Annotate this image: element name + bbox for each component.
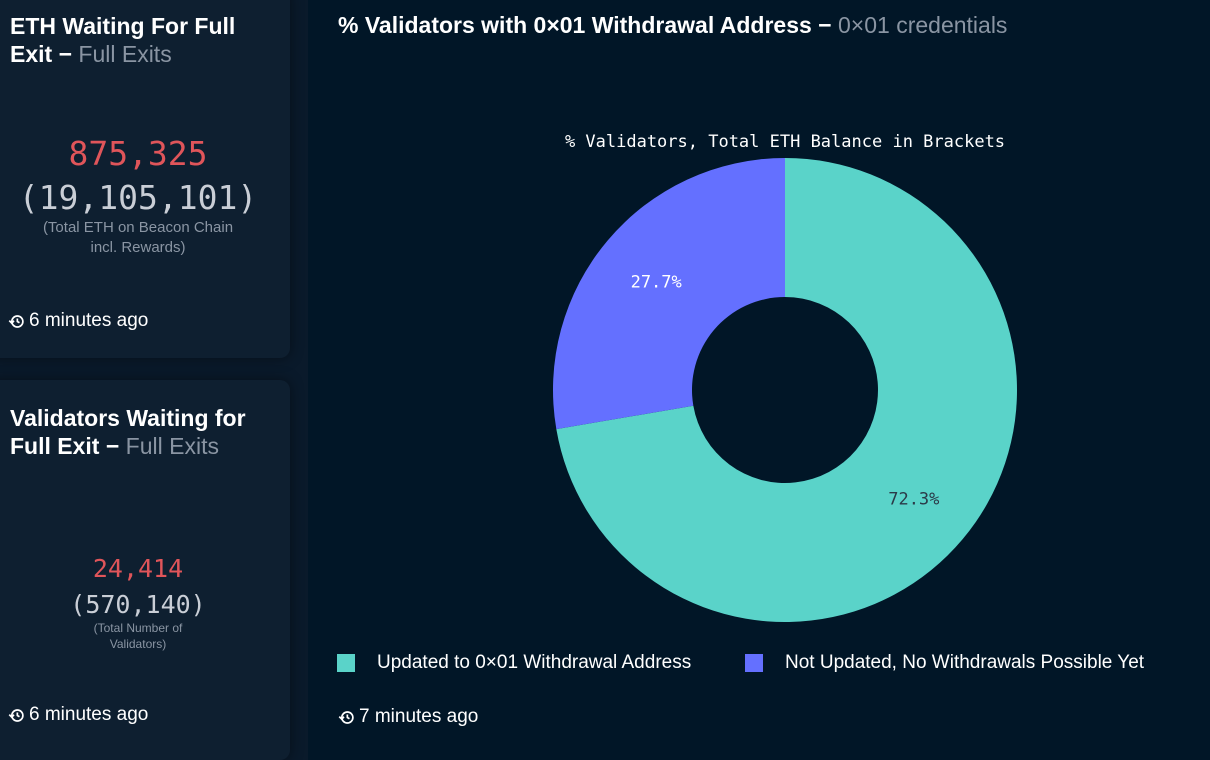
history-icon <box>8 708 24 722</box>
donut-slice-not-updated[interactable] <box>552 158 785 430</box>
title-separator: − <box>105 433 120 459</box>
eth-card-title-text: ETH Waiting For Full Exit <box>10 13 236 67</box>
eth-waiting-card: ETH Waiting For Full Exit − Full Exits 8… <box>0 0 290 358</box>
validators-waiting-card: Validators Waiting for Full Exit − Full … <box>0 380 290 760</box>
history-icon <box>338 710 354 724</box>
legend-swatch-updated <box>337 654 355 672</box>
withdrawal-chart-card: % Validators with 0×01 Withdrawal Addres… <box>308 0 1210 760</box>
validators-updated-text: 6 minutes ago <box>29 704 149 725</box>
title-separator: − <box>58 41 73 67</box>
validator-card-title: Validators Waiting for Full Exit − Full … <box>10 404 250 460</box>
chart-updated: 7 minutes ago <box>338 706 478 728</box>
eth-total-value: (19,105,101) <box>18 178 258 217</box>
title-separator: − <box>818 12 832 38</box>
legend-item-not-updated[interactable]: Not Updated, No Withdrawals Possible Yet <box>745 652 1144 674</box>
legend-item-updated[interactable]: Updated to 0×01 Withdrawal Address <box>337 652 691 674</box>
validators-total-note: (Total Number of Validators) <box>93 621 183 651</box>
validator-card-subtitle: Full Exits <box>125 433 219 459</box>
slice-label-not-updated: 27.7% <box>631 272 682 292</box>
eth-card-subtitle: Full Exits <box>78 41 172 67</box>
legend-label-not-updated: Not Updated, No Withdrawals Possible Yet <box>785 652 1145 673</box>
eth-waiting-value: 875,325 <box>68 134 208 173</box>
validators-total-value: (570,140) <box>70 590 206 619</box>
legend-label-updated: Updated to 0×01 Withdrawal Address <box>377 652 692 673</box>
eth-updated: 6 minutes ago <box>8 310 148 332</box>
chart-card-subtitle: 0×01 credentials <box>838 12 1008 38</box>
chart-updated-text: 7 minutes ago <box>359 706 479 727</box>
validator-card-title-text: Validators Waiting for Full Exit <box>10 405 246 459</box>
eth-updated-text: 6 minutes ago <box>29 310 149 331</box>
validators-updated: 6 minutes ago <box>8 704 148 726</box>
legend-swatch-not-updated <box>745 654 763 672</box>
eth-total-note: (Total ETH on Beacon Chain incl. Rewards… <box>42 219 234 256</box>
validators-waiting-value: 24,414 <box>92 554 184 583</box>
slice-label-updated: 72.3% <box>888 490 939 510</box>
chart-card-title: % Validators with 0×01 Withdrawal Addres… <box>338 12 1007 39</box>
donut-slice-updated[interactable] <box>556 158 1017 622</box>
eth-card-title: ETH Waiting For Full Exit − Full Exits <box>10 12 270 68</box>
history-icon <box>8 314 24 328</box>
chart-title: % Validators, Total ETH Balance in Brack… <box>564 132 1006 152</box>
chart-card-title-text: % Validators with 0×01 Withdrawal Addres… <box>338 12 812 38</box>
